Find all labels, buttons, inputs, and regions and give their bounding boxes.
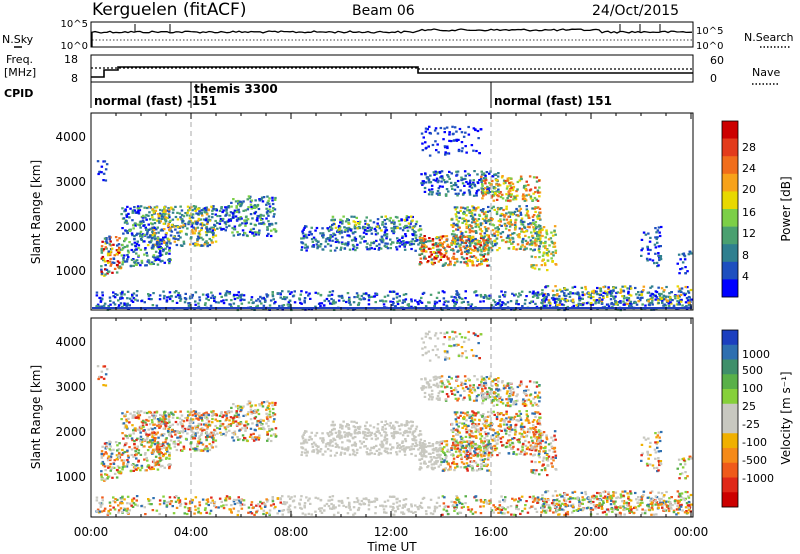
power-cbar-swatch: [722, 226, 738, 245]
velocity-cbar-swatch: [722, 462, 738, 478]
freq-left-tick-top: 18: [64, 53, 78, 66]
x-axis: 00:00 04:00 08:00 12:00 16:00 20:00 00:0…: [74, 525, 709, 554]
xtick-6: 00:00: [674, 525, 709, 539]
beam-title: Beam 06: [352, 3, 415, 19]
velocity-cbar-tick-neg25: -25: [742, 418, 760, 431]
power-ytick-3000: 3000: [55, 175, 86, 189]
velocity-cbar-swatch: [722, 389, 738, 405]
freq-label-line1: Freq.: [6, 53, 33, 66]
velocity-cbar-label: Velocity [m s⁻¹]: [779, 371, 793, 464]
velocity-colorbar: 1000 500 100 25 -25 -100 -500 -1000 Velo…: [721, 329, 793, 508]
xtick-1: 04:00: [174, 525, 209, 539]
power-cbar-tick-20: 20: [742, 183, 756, 196]
nave-trace: [91, 67, 693, 70]
velocity-scatter: [95, 330, 693, 517]
velocity-cbar-swatch: [722, 418, 738, 434]
power-plot: Slant Range [km] 4000 3000 2000 1000: [29, 112, 694, 312]
velocity-ylabel: Slant Range [km]: [29, 365, 43, 469]
velocity-cbar-tick-neg500: -500: [742, 454, 767, 467]
power-cbar-tick-12: 12: [742, 227, 756, 240]
velocity-cbar-swatch: [722, 477, 738, 493]
cpid-segment-1: normal (fast) -151: [94, 94, 217, 108]
power-cbar-tick-4: 4: [742, 270, 749, 283]
velocity-ytick-2000: 2000: [55, 425, 86, 439]
power-cbar-swatch: [722, 138, 738, 157]
xtick-5: 20:00: [574, 525, 609, 539]
xtick-0: 00:00: [74, 525, 109, 539]
power-cbar-swatch: [722, 279, 738, 298]
power-cbar-swatch: [722, 244, 738, 263]
nsky-left-tick-bottom: 10^0: [61, 41, 88, 52]
freq-left-tick-bottom: 8: [71, 72, 78, 85]
freq-trace: [91, 66, 693, 78]
power-colorbar: 28 24 20 16 12 8 4 Power [dB]: [721, 120, 793, 298]
power-ytick-2000: 2000: [55, 220, 86, 234]
power-cbar-swatch: [722, 173, 738, 192]
freq-right-tick-top: 60: [710, 54, 724, 67]
velocity-cbar-tick-100: 100: [742, 382, 763, 395]
velocity-cbar-swatch: [722, 330, 738, 346]
nave-label: Nave: [752, 66, 780, 79]
velocity-plot: Slant Range [km] 4000 3000 2000 1000: [29, 317, 694, 518]
nsky-trace: [91, 24, 693, 47]
velocity-ytick-4000: 4000: [55, 335, 86, 349]
nsky-panel: N.Sky 10^5 10^0 10^5 10^0 N.Search: [2, 19, 794, 52]
freq-label-line2: [MHz]: [4, 66, 36, 79]
cpid-panel: CPID normal (fast) -151 themis 3300 norm…: [4, 82, 612, 108]
xtick-3: 12:00: [374, 525, 409, 539]
velocity-cbar-tick-neg1000: -1000: [742, 472, 774, 485]
power-cbar-swatch: [722, 191, 738, 210]
freq-right-tick-bottom: 0: [710, 72, 717, 85]
power-cbar-label: Power [dB]: [779, 176, 793, 241]
power-ytick-4000: 4000: [55, 130, 86, 144]
nsky-label: N.Sky: [2, 33, 34, 46]
velocity-cbar-swatch: [722, 492, 738, 508]
nsearch-label: N.Search: [744, 31, 794, 44]
velocity-cbar-swatch: [722, 448, 738, 464]
nsky-line: [91, 28, 693, 47]
velocity-cbar-swatch: [722, 344, 738, 360]
power-ylabel: Slant Range [km]: [29, 160, 43, 264]
nsky-left-tick-top: 10^5: [61, 19, 88, 30]
power-cbar-tick-28: 28: [742, 141, 756, 154]
cpid-label: CPID: [4, 87, 33, 100]
velocity-cbar-tick-25: 25: [742, 400, 756, 413]
velocity-ytick-1000: 1000: [55, 470, 86, 484]
power-cbar-tick-8: 8: [742, 249, 749, 262]
xtick-2: 08:00: [274, 525, 309, 539]
nsky-right-tick-top: 10^5: [696, 26, 723, 37]
velocity-cbar-swatch: [722, 433, 738, 449]
power-ytick-1000: 1000: [55, 264, 86, 278]
velocity-cbar-tick-neg100: -100: [742, 436, 767, 449]
station-title: Kerguelen (fitACF): [92, 0, 246, 20]
velocity-cbar-tick-500: 500: [742, 364, 763, 377]
power-cbar-swatch: [722, 261, 738, 280]
power-scatter: [92, 125, 693, 312]
velocity-cbar-tick-1000: 1000: [742, 348, 770, 361]
cpid-segment-2: themis 3300: [194, 82, 278, 96]
power-cbar-swatch: [722, 121, 738, 139]
power-cbar-tick-24: 24: [742, 162, 756, 175]
power-cbar-swatch: [722, 209, 738, 227]
velocity-ytick-3000: 3000: [55, 380, 86, 394]
xtick-4: 16:00: [474, 525, 509, 539]
power-cbar-tick-16: 16: [742, 206, 756, 219]
date-title: 24/Oct/2015: [592, 3, 679, 19]
freq-panel: Freq. [MHz] 18 8 60 0 Nave: [4, 53, 780, 85]
velocity-cbar-swatch: [722, 374, 738, 390]
power-cbar-swatch: [722, 156, 738, 175]
xaxis-label: Time UT: [366, 540, 417, 554]
velocity-cbar-swatch: [722, 359, 738, 375]
cpid-segment-3: normal (fast) 151: [494, 94, 612, 108]
velocity-cbar-swatch: [722, 403, 738, 419]
nsky-right-tick-bottom: 10^0: [696, 41, 723, 52]
